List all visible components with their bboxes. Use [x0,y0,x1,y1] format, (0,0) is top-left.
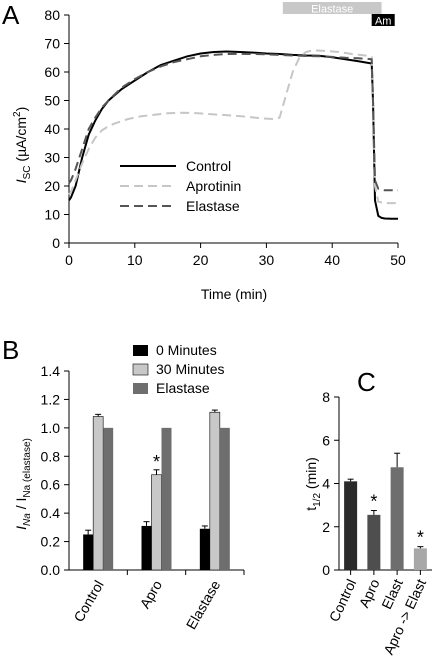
legend-label-0-minutes: 0 Minutes [156,342,217,358]
chart-c-ytick-label: 0 [322,562,330,578]
chart-a-axes: 0 10 20 30 40 50 60 70 80 0 10 20 30 40 50 [44,7,406,268]
chart-b-ylabel: INa / INa (elastase) [13,438,33,530]
chart-c-category-label-control: Control [326,577,360,625]
significance-marker: * [153,452,160,472]
chart-a-legend: Control Aprotinin Elastase [120,158,241,214]
legend-label-30-minutes: 30 Minutes [156,361,224,377]
bar-control [344,481,358,570]
chart-a-ylabel: ISC (µA/cm2) [12,107,33,184]
chart-a-ytick-label: 40 [44,121,60,137]
chart-b-category-label-elastase: Elastase [183,577,224,632]
treatment-bars: Elastase Am [282,2,395,28]
series-line-elastase [68,52,398,192]
chart-b-ytick-label: 0.0 [41,562,61,578]
legend-swatch-30-minutes [132,363,149,376]
bar-apro-30-minutes [151,474,162,571]
bar-control-elastase [103,427,114,570]
chart-b-ytick-label: 1.0 [41,420,61,436]
chart-a-xtick-label: 50 [390,252,406,268]
chart-b-category-label-control: Control [70,578,106,625]
treatment-label-am: Am [375,16,392,28]
bar-apro-0-minutes [141,525,152,570]
bar-control-30-minutes [92,416,104,571]
legend-label-control: Control [186,158,231,174]
chart-a-ytick-label: 0 [52,235,60,251]
bar-elastase-30-minutes [209,411,221,571]
bar-elastase-elastase [219,427,230,570]
chart-b-ytick-label: 0.2 [41,534,61,550]
bar-control-0-minutes [83,534,94,570]
chart-a-xtick-label: 30 [259,252,275,268]
chart-c-ytick-label: 2 [322,519,330,535]
bar-elastase-0-minutes [199,528,210,570]
panel-label-b: B [2,335,19,365]
chart-a-ytick-label: 20 [44,178,60,194]
chart-c-ylabel: t1/2 (min) [303,457,323,511]
chart-c-ytick-label: 6 [322,432,330,448]
chart-a-lines [68,49,398,220]
chart-b-ytick-label: 0.6 [41,477,61,493]
treatment-label-elastase: Elastase [311,4,353,16]
chart-a-ytick-label: 60 [44,64,60,80]
chart-a-xtick-label: 10 [127,252,143,268]
panel-label-a: A [2,0,20,30]
chart-c-ytick-label: 4 [322,476,330,492]
chart-c-ytick-label: 8 [322,389,330,405]
treatment-bar-elastase [282,2,382,14]
legend-swatch-0-minutes [133,345,148,356]
chart-b-ytick-label: 1.4 [41,363,61,379]
chart-b-ytick-label: 0.4 [41,505,61,521]
legend-label-elastase-b: Elastase [156,380,210,396]
chart-a-ytick-label: 80 [44,7,60,23]
chart-b-legend: 0 Minutes 30 Minutes Elastase [132,342,224,396]
chart-a-ytick-label: 10 [44,207,60,223]
chart-a-xtick-label: 20 [193,252,209,268]
chart-b-ytick-label: 0.8 [41,448,61,464]
significance-marker: * [370,492,377,512]
chart-b-ytick-label: 1.2 [41,391,61,407]
bar-elast [390,467,404,570]
legend-label-elastase: Elastase [186,198,240,214]
legend-swatch-elastase-b [133,383,148,394]
bar-apro-elastase [161,427,172,570]
chart-b-bars: * [83,409,230,571]
chart-a-ytick-label: 30 [44,150,60,166]
chart-b-category-label-apro: Apro [136,577,165,611]
chart-c-bars: ** [344,452,427,570]
chart-a-xlabel: Time (min) [201,286,267,302]
bar-apro [367,514,381,570]
chart-a-xtick-label: 40 [324,252,340,268]
legend-label-aprotinin: Aprotinin [186,178,241,194]
series-line-aprotinin [68,49,398,205]
bar-apro-elast [413,548,427,570]
panel-label-c: C [357,367,376,397]
chart-a-xtick-label: 0 [65,252,73,268]
chart-a-ytick-label: 70 [44,36,60,52]
significance-marker: * [417,528,424,548]
treatment-bar-am [371,14,395,26]
chart-a-ytick-label: 50 [44,93,60,109]
